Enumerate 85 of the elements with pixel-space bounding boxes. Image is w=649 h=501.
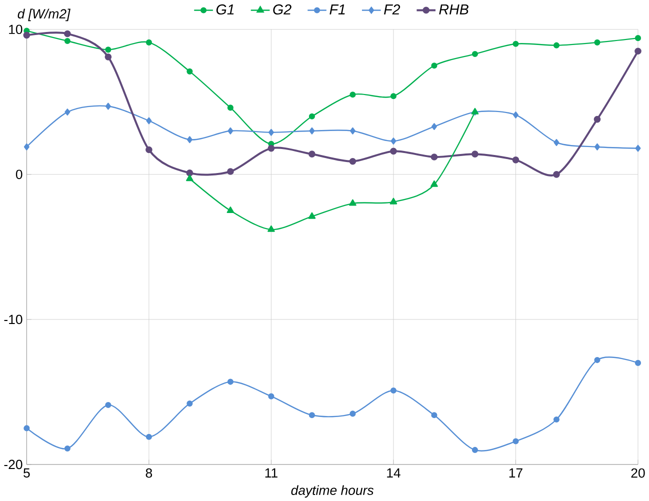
point bbox=[594, 39, 600, 46]
point bbox=[186, 136, 192, 143]
point bbox=[634, 360, 642, 366]
point bbox=[431, 412, 438, 418]
legend-label: F2 bbox=[384, 4, 400, 14]
point bbox=[430, 153, 438, 160]
point bbox=[634, 34, 642, 41]
legend-label: G2 bbox=[273, 4, 292, 14]
x-tick-label: 5 bbox=[24, 468, 30, 478]
legend-label: G1 bbox=[216, 4, 234, 14]
x-tick-label: 11 bbox=[265, 468, 278, 478]
point bbox=[430, 180, 438, 187]
point bbox=[23, 32, 30, 38]
point bbox=[186, 400, 193, 406]
x-tick-label: 14 bbox=[387, 468, 400, 478]
point bbox=[554, 138, 560, 146]
point bbox=[64, 30, 71, 38]
point bbox=[594, 143, 600, 150]
point bbox=[512, 40, 519, 47]
point bbox=[594, 116, 601, 123]
point bbox=[390, 137, 396, 144]
y-tick-label: 10 bbox=[9, 24, 22, 34]
point bbox=[146, 117, 152, 124]
point bbox=[146, 39, 152, 46]
point bbox=[64, 445, 70, 452]
point bbox=[350, 91, 356, 98]
point bbox=[227, 104, 234, 111]
point bbox=[349, 158, 356, 165]
point bbox=[105, 46, 112, 53]
point bbox=[553, 170, 560, 178]
point bbox=[634, 48, 642, 54]
point bbox=[349, 199, 356, 206]
point bbox=[64, 108, 70, 116]
point bbox=[227, 378, 234, 385]
x-axis-title: daytime hours bbox=[291, 485, 374, 498]
point bbox=[472, 50, 478, 57]
point bbox=[105, 402, 112, 408]
point bbox=[512, 111, 518, 118]
y-tick-label: -10 bbox=[4, 314, 22, 324]
point bbox=[268, 225, 275, 232]
point bbox=[24, 425, 30, 432]
point bbox=[186, 174, 194, 181]
point bbox=[472, 150, 478, 158]
point bbox=[309, 127, 315, 134]
x-tick-label: 8 bbox=[146, 468, 152, 478]
point bbox=[64, 38, 70, 44]
point bbox=[350, 127, 356, 134]
point bbox=[226, 206, 234, 213]
point bbox=[268, 128, 274, 136]
point bbox=[472, 446, 478, 453]
point bbox=[390, 198, 398, 204]
point bbox=[390, 387, 396, 394]
point bbox=[105, 102, 111, 110]
point bbox=[268, 393, 274, 400]
point bbox=[146, 146, 152, 154]
point bbox=[146, 434, 152, 440]
point bbox=[308, 212, 316, 219]
point bbox=[308, 113, 315, 120]
point bbox=[512, 438, 519, 444]
point bbox=[308, 150, 316, 158]
point bbox=[431, 122, 437, 130]
point bbox=[228, 127, 234, 134]
point bbox=[390, 148, 397, 154]
point bbox=[594, 356, 600, 363]
point bbox=[24, 143, 30, 150]
point bbox=[553, 42, 560, 48]
legend-label: F1 bbox=[330, 4, 345, 14]
legend-label: RHB bbox=[439, 4, 468, 14]
point bbox=[308, 412, 315, 418]
point bbox=[227, 168, 234, 175]
point bbox=[350, 410, 356, 417]
point bbox=[553, 416, 560, 422]
x-tick-label: 17 bbox=[509, 468, 522, 478]
point bbox=[268, 144, 275, 152]
point bbox=[186, 169, 194, 176]
y-tick-label: 0 bbox=[16, 170, 22, 179]
point bbox=[512, 156, 520, 164]
point bbox=[390, 92, 396, 99]
x-tick-label: 20 bbox=[631, 468, 645, 478]
point bbox=[635, 144, 641, 152]
point bbox=[431, 62, 438, 69]
point bbox=[104, 53, 112, 60]
point bbox=[186, 68, 193, 74]
y-tick-label: -20 bbox=[4, 460, 22, 470]
y-axis-title: d [W/m2] bbox=[18, 8, 70, 21]
